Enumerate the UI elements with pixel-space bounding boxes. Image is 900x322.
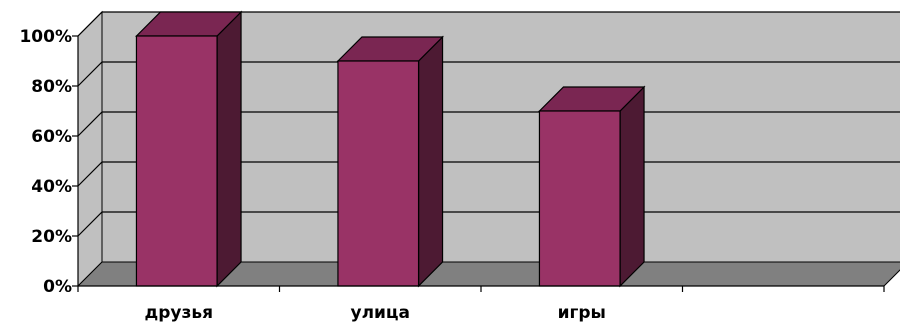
bar-side [216,10,242,288]
gridline [77,61,900,87]
y-tick-label: 100% [19,27,72,47]
chart-bars [135,10,646,288]
gridline [77,11,900,37]
y-axis-tick-labels: 0% 20% 40% 60% 80% 100% [19,27,72,297]
bar-front [135,35,218,287]
y-tick-label: 60% [31,127,72,147]
y-tick-label: 40% [31,177,72,197]
bar-side [417,35,444,288]
bar-2 [336,35,444,288]
y-tick-label: 80% [31,77,72,97]
bar-3 [538,85,646,288]
bar-front [337,60,420,287]
x-category-label: друзья [144,303,213,322]
y-tick-label: 0% [43,277,72,297]
side-wall [77,10,103,288]
bar-1 [135,10,243,288]
y-tick-label: 20% [31,227,72,247]
x-axis-category-labels: друзья улица игры [144,303,605,322]
bar-side [619,85,645,288]
chart-walls [76,10,900,288]
bar-front [538,110,621,287]
chart-axes [72,35,885,292]
x-category-label: игры [558,303,606,322]
x-category-label: улица [350,303,410,322]
